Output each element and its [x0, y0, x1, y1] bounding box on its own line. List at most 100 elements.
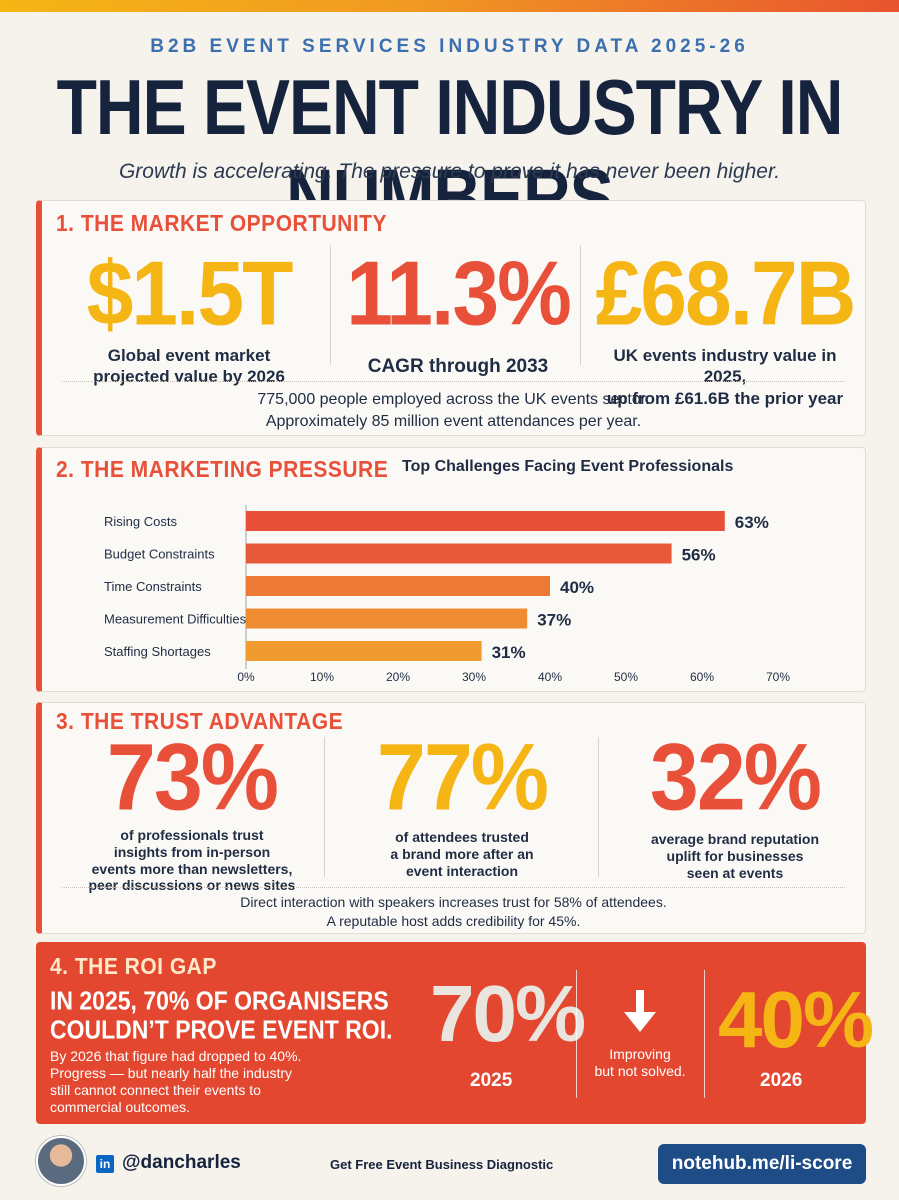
chart-bar [246, 511, 725, 531]
roi-section-title: 4. THE ROI GAP [50, 954, 217, 980]
market-footnote-line: Approximately 85 million event attendanc… [265, 412, 642, 430]
roi-value-2025: 70% [430, 969, 586, 1058]
trust-stat-label: average brand reputation uplift for busi… [608, 831, 862, 881]
market-stat-uk: £68.7B UK events industry value in 2025,… [590, 242, 860, 409]
chart-title: Top Challenges Facing Event Professional… [402, 458, 734, 475]
trust-stat-value: 77% [376, 723, 549, 830]
trust-stat-label-line: a brand more after an [390, 845, 534, 862]
roi-headline-line: COULDN’T PROVE EVENT ROI. [50, 1015, 393, 1045]
roi-body-line: commercial outcomes. [50, 1099, 191, 1116]
dotted-divider [62, 887, 845, 888]
trust-footnote-line: Direct interaction with speakers increas… [240, 894, 667, 910]
market-stat-value: 11.3% [346, 242, 572, 344]
market-section-title: 1. THE MARKET OPPORTUNITY [56, 211, 388, 237]
score-link-button[interactable]: notehub.me/li-score [658, 1144, 866, 1184]
trust-stat-label-line: of professionals trust [120, 827, 264, 843]
market-stat-label-line: Global event market [107, 346, 271, 365]
divider [576, 970, 577, 1098]
roi-body-line: still cannot connect their events to [50, 1082, 261, 1099]
trust-stat-label-line: average brand reputation [650, 831, 820, 847]
roi-year-2025: 2025 [470, 1070, 513, 1091]
page-title: THE EVENT INDUSTRY IN NUMBERS [56, 63, 844, 241]
trust-stat-label-line: events more than newsletters, [91, 860, 293, 877]
trust-stat-professionals: 73% of professionals trust insights from… [62, 729, 322, 894]
eyebrow-label: B2B EVENT SERVICES INDUSTRY DATA 2025-26 [150, 36, 749, 57]
trust-advantage-card: 3. THE TRUST ADVANTAGE 73% of profession… [36, 702, 866, 934]
market-stat-value: £68.7B [595, 242, 857, 344]
chart-bar [246, 576, 550, 596]
divider [580, 245, 581, 365]
market-opportunity-card: 1. THE MARKET OPPORTUNITY $1.5T Global e… [36, 200, 866, 436]
diagnostic-cta-text: Get Free Event Business Diagnostic [330, 1157, 554, 1172]
chart-category-label: Measurement Difficulties [104, 612, 247, 627]
chart-value-label: 63% [735, 513, 769, 532]
chart-x-tick-label: 40% [538, 670, 562, 684]
page-subtitle: Growth is accelerating. The pressure to … [118, 160, 781, 183]
trust-stat-label-line: event interaction [405, 862, 519, 879]
market-stat-label-line: up from £61.6B the prior year [606, 388, 844, 408]
trust-stat-value: 32% [649, 723, 822, 830]
roi-improving-line: but not solved. [594, 1062, 686, 1079]
divider [324, 737, 325, 877]
roi-headline: IN 2025, 70% OF ORGANISERS COULDN’T PROV… [50, 986, 392, 1045]
trust-stat-label-line: uplift for businesses [666, 847, 804, 864]
trust-section-title: 3. THE TRUST ADVANTAGE [56, 709, 344, 735]
chart-bar [246, 543, 672, 564]
divider [330, 245, 331, 365]
chart-category-label: Budget Constraints [104, 547, 215, 562]
dotted-divider [62, 381, 845, 382]
pressure-section-title: 2. THE MARKETING PRESSURE [56, 457, 389, 483]
roi-body-line: By 2026 that figure had dropped to 40%. [50, 1048, 302, 1064]
chart-x-tick-label: 10% [310, 670, 334, 684]
chart-bar [246, 641, 482, 661]
market-footnote-line: 775,000 people employed across the UK ev… [257, 391, 650, 408]
divider [704, 970, 705, 1098]
chart-bar [246, 608, 528, 629]
roi-value-2026: 40% [718, 975, 874, 1064]
market-stat-cagr: 11.3% CAGR through 2033 [340, 242, 576, 379]
trust-stat-value: 73% [106, 723, 279, 830]
marketing-pressure-card: 2. THE MARKETING PRESSURE Top Challenges… [36, 447, 866, 692]
market-stat-value: $1.5T [86, 242, 294, 344]
chart-x-tick-label: 60% [690, 670, 714, 684]
chart-x-tick-label: 30% [462, 670, 486, 684]
roi-year-2026: 2026 [760, 1070, 803, 1091]
trust-stat-label: of attendees trusted a brand more after … [334, 829, 590, 879]
chart-x-tick-label: 70% [766, 670, 790, 684]
trust-stat-label-line: seen at events [686, 864, 784, 881]
roi-gap-card: 4. THE ROI GAP IN 2025, 70% OF ORGANISER… [36, 942, 874, 1124]
trust-footnote-line: A reputable host adds credibility for 45… [326, 912, 581, 929]
roi-body: By 2026 that figure had dropped to 40%. … [50, 1048, 380, 1116]
author-handle[interactable]: @dancharles [122, 1152, 241, 1173]
chart-value-label: 37% [537, 611, 571, 630]
chart-category-label: Staffing Shortages [104, 644, 211, 659]
chart-value-label: 56% [682, 546, 716, 565]
market-stat-label-line: CAGR through 2033 [367, 356, 549, 377]
linkedin-icon[interactable]: in [96, 1155, 114, 1173]
trust-stat-label: of professionals trust insights from in-… [62, 827, 322, 894]
chart-value-label: 31% [492, 643, 526, 662]
challenges-bar-chart: Rising Costs 63% Budget Constraints 56% Time… [104, 505, 790, 684]
chart-category-label: Time Constraints [104, 579, 202, 594]
market-stat-global: $1.5T Global event market projected valu… [60, 242, 318, 388]
chart-x-tick-label: 50% [614, 670, 638, 684]
roi-body-line: Progress — but nearly half the industry [50, 1065, 293, 1082]
trust-stat-label-line: insights from in-person [113, 843, 271, 860]
roi-improving-note: Improving but not solved. [592, 1046, 688, 1080]
market-footnote: 775,000 people employed across the UK ev… [42, 389, 865, 432]
trust-stat-attendees: 77% of attendees trusted a brand more af… [334, 729, 590, 879]
roi-improving-line: Improving [609, 1046, 671, 1062]
chart-category-label: Rising Costs [104, 514, 177, 529]
market-stat-label-line: projected value by 2026 [93, 367, 285, 387]
arrow-down-icon [624, 990, 656, 1032]
trust-stat-label-line: of attendees trusted [395, 829, 529, 845]
top-gradient-bar [0, 0, 899, 12]
avatar[interactable] [36, 1136, 86, 1186]
chart-value-label: 40% [560, 578, 594, 597]
chart-x-tick-label: 0% [237, 670, 255, 684]
chart-x-tick-label: 20% [386, 670, 410, 684]
divider [598, 737, 599, 877]
roi-headline-line: IN 2025, 70% OF ORGANISERS [50, 986, 389, 1016]
trust-footnote: Direct interaction with speakers increas… [42, 893, 865, 931]
trust-stat-reputation: 32% average brand reputation uplift for … [608, 729, 862, 881]
